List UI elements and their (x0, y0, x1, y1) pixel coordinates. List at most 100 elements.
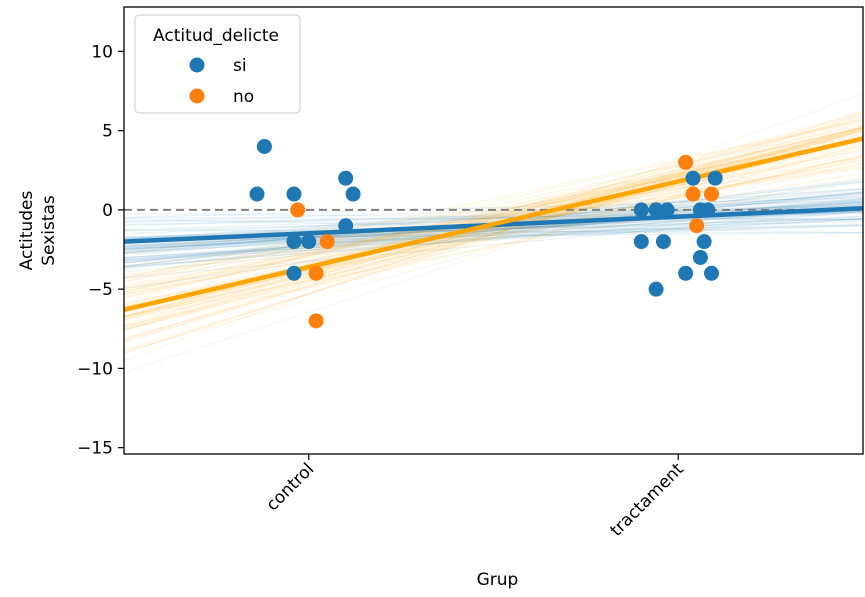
posterior-line-no (124, 129, 863, 339)
point-si (256, 138, 272, 154)
point-si (338, 218, 354, 234)
posterior-line-no (124, 166, 863, 269)
posterior-line-no (124, 137, 863, 293)
posterior-line-no (124, 177, 863, 317)
posterior-line-si (124, 224, 863, 242)
posterior-line-si (124, 191, 863, 264)
data-points (249, 138, 723, 329)
posterior-line-no (124, 111, 863, 327)
point-no (290, 202, 306, 218)
posterior-line-no (124, 126, 863, 343)
posterior-line-no (124, 125, 863, 306)
point-si (249, 186, 265, 202)
legend-title: Actitud_delicte (153, 26, 279, 46)
point-si (648, 281, 664, 297)
posterior-line-si (124, 223, 863, 243)
point-si (692, 249, 708, 265)
point-no (685, 186, 701, 202)
point-si (345, 186, 361, 202)
point-si (700, 202, 716, 218)
y-tick-label: 5 (102, 122, 113, 142)
posterior-line-si (124, 224, 863, 247)
posterior-line-si (124, 216, 863, 221)
x-axis-label: Grup (477, 570, 519, 590)
posterior-line-no (124, 159, 863, 295)
posterior-line-no (124, 162, 863, 330)
point-no (319, 234, 335, 250)
posterior-line-no (124, 133, 863, 299)
point-si (338, 170, 354, 186)
posterior-line-si (124, 188, 863, 254)
point-si (704, 265, 720, 281)
posterior-line-si (124, 218, 863, 253)
posterior-line-si (124, 210, 863, 249)
posterior-line-no (124, 135, 863, 289)
point-si (301, 234, 317, 250)
point-si (648, 202, 664, 218)
point-si (678, 265, 694, 281)
posterior-line-no (124, 116, 863, 354)
posterior-line-no (124, 128, 863, 374)
posterior-line-no (124, 113, 863, 354)
posterior-line-no (124, 139, 863, 318)
posterior-line-no (124, 119, 863, 279)
posterior-line-no (124, 127, 863, 340)
y-tick-label: −10 (77, 359, 113, 379)
posterior-line-no (124, 141, 863, 321)
posterior-line-no (124, 126, 863, 300)
posterior-line-no (124, 147, 863, 313)
posterior-line-no (124, 124, 863, 287)
posterior-line-no (124, 113, 863, 343)
point-no (704, 186, 720, 202)
posterior-line-si (124, 181, 863, 290)
posterior-line-no (124, 138, 863, 291)
posterior-line-no (124, 129, 863, 309)
posterior-line-si (124, 229, 863, 234)
posterior-line-no (124, 120, 863, 283)
posterior-line-si (124, 196, 863, 219)
posterior-line-si (124, 204, 863, 227)
point-si (685, 170, 701, 186)
posterior-line-no (124, 143, 863, 353)
posterior-line-no (124, 137, 863, 279)
posterior-line-no (124, 137, 863, 328)
y-axis-label: Actitudes (17, 191, 37, 271)
plot-frame (123, 6, 864, 455)
posterior-line-si (124, 187, 863, 240)
point-si (286, 186, 302, 202)
point-si (286, 265, 302, 281)
legend-label-si: si (233, 56, 247, 76)
posterior-line-no (124, 133, 863, 292)
posterior-line-si (124, 197, 863, 240)
posterior-line-si (124, 210, 863, 247)
posterior-line-no (124, 154, 863, 328)
posterior-line-no (124, 150, 863, 288)
posterior-line-no (124, 156, 863, 283)
posterior-line-si (124, 200, 863, 223)
y-tick-label: −15 (77, 439, 113, 459)
posterior-line-no (124, 130, 863, 331)
point-si (696, 234, 712, 250)
x-tick-label: tractament (606, 459, 688, 541)
point-no (678, 154, 694, 170)
posterior-line-si (124, 215, 863, 260)
x-tick-label: control (262, 459, 318, 515)
point-si (633, 234, 649, 250)
point-si (286, 234, 302, 250)
posterior-line-si (124, 210, 863, 279)
legend-box (134, 14, 301, 114)
posterior-lines (124, 93, 863, 374)
posterior-line-si (124, 209, 863, 268)
posterior-line-si (124, 190, 863, 243)
posterior-line-si (124, 218, 863, 258)
posterior-line-no (124, 159, 863, 311)
posterior-line-si (124, 191, 863, 270)
posterior-line-no (124, 156, 863, 317)
posterior-line-si (124, 210, 863, 268)
point-si (655, 234, 671, 250)
point-no (689, 218, 705, 234)
point-no (308, 313, 324, 329)
posterior-line-no (124, 127, 863, 308)
